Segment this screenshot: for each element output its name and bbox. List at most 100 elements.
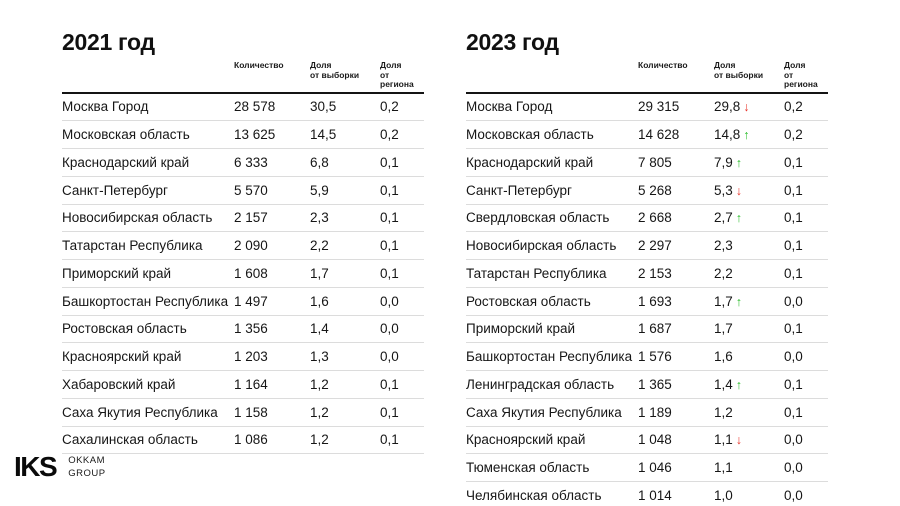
table-row: Московская область 14 628 14,8 ↑ 0,2 [466,121,828,149]
company-line1: OKKAM [68,455,105,466]
table-row: Татарстан Республика 2 153 2,2 0,1 [466,260,828,288]
sample-share-value: 1,1 ↓ [714,432,743,448]
table-row: Новосибирская область 2 157 2,3 0,1 [62,205,424,233]
region-share-value: 0,0 [380,349,399,365]
count-value: 13 625 [234,127,276,143]
region-name: Красноярский край [466,432,586,448]
sample-share-value: 2,2 [714,265,733,281]
sample-share-value: 1,2 [310,376,329,392]
table-row: Красноярский край 1 048 1,1 ↓ 0,0 [466,427,828,455]
table-row: Московская область 13 625 14,5 0,2 [62,121,424,149]
table-row: Санкт-Петербург 5 268 5,3 ↓ 0,1 [466,177,828,205]
count-value: 1 164 [234,376,268,392]
sample-share-value: 1,4 ↑ [714,376,743,392]
region-name: Ленинградская область [466,376,615,392]
region-name: Краснодарский край [466,154,594,170]
region-share-value: 0,0 [784,432,803,448]
table-row: Ростовская область 1 693 1,7 ↑ 0,0 [466,288,828,316]
count-value: 5 570 [234,182,268,198]
region-share-value: 0,1 [380,404,399,420]
table-2023: 2023 год Количество Доля от выборки Доля… [466,30,828,506]
region-share-value: 0,1 [784,404,803,420]
table-row: Саха Якутия Республика 1 158 1,2 0,1 [62,399,424,427]
sample-share-value: 2,7 ↑ [714,210,743,226]
region-name: Краснодарский край [62,154,190,170]
sample-share-value: 1,0 [714,487,733,503]
count-value: 1 497 [234,293,268,309]
count-value: 29 315 [638,99,680,115]
sample-share-value: 1,4 [310,321,329,337]
region-name: Новосибирская область [466,238,617,254]
region-name: Москва Город [466,99,553,115]
trend-up-icon: ↑ [735,294,743,309]
table-row: Тюменская область 1 046 1,1 0,0 [466,454,828,482]
count-value: 2 297 [638,238,672,254]
sample-share-value: 1,3 [310,349,329,365]
sample-share-value: 2,3 [714,238,733,254]
region-share-value: 0,2 [380,99,399,115]
table-row: Москва Город 29 315 29,8 ↓ 0,2 [466,94,828,122]
sample-share-value: 29,8 ↓ [714,99,750,115]
region-share-value: 0,1 [784,210,803,226]
table-row: Башкортостан Республика 1 576 1,6 0,0 [466,343,828,371]
trend-up-icon: ↑ [735,211,743,226]
sample-share-value: 14,5 [310,127,337,143]
sample-share-value: 1,1 [714,460,733,476]
okkam-group-label: OKKAM GROUP [68,454,105,480]
region-name: Москва Город [62,99,149,115]
col-header-region [62,61,234,90]
table-row: Новосибирская область 2 297 2,3 0,1 [466,232,828,260]
count-value: 1 365 [638,376,672,392]
trend-up-icon: ↑ [743,128,750,143]
count-value: 6 333 [234,154,268,170]
count-value: 1 693 [638,293,672,309]
trend-up-icon: ↑ [735,377,743,392]
col-header-count: Количество [234,60,284,70]
count-value: 2 090 [234,238,268,254]
region-share-value: 0,1 [380,265,399,281]
region-share-value: 0,1 [380,182,399,198]
sample-share-value: 6,8 [310,154,329,170]
table-row: Ростовская область 1 356 1,4 0,0 [62,316,424,344]
region-share-value: 0,1 [380,210,399,226]
table-row: Хабаровский край 1 164 1,2 0,1 [62,371,424,399]
region-name: Свердловская область [466,210,610,226]
region-share-value: 0,1 [784,376,803,392]
region-name: Санкт-Петербург [466,182,572,198]
count-value: 1 086 [234,432,268,448]
region-name: Башкортостан Республика [62,293,229,309]
count-value: 1 189 [638,404,672,420]
region-share-value: 0,1 [784,238,803,254]
region-share-value: 0,0 [380,321,399,337]
count-value: 14 628 [638,127,680,143]
region-share-value: 0,1 [784,265,803,281]
table-row: Санкт-Петербург 5 570 5,9 0,1 [62,177,424,205]
count-value: 1 687 [638,321,672,337]
table-title-2021: 2021 год [62,29,155,55]
count-value: 2 668 [638,210,672,226]
count-value: 1 356 [234,321,268,337]
region-name: Приморский край [466,321,576,337]
sample-share-value: 2,3 [310,210,329,226]
region-name: Приморский край [62,265,172,281]
region-share-value: 0,1 [380,154,399,170]
table-row: Челябинская область 1 014 1,0 0,0 [466,482,828,506]
region-name: Красноярский край [62,349,182,365]
region-name: Саха Якутия Республика [62,404,218,420]
trend-up-icon: ↑ [735,155,743,170]
region-share-value: 0,0 [784,487,803,503]
count-value: 1 608 [234,265,268,281]
table-row: Приморский край 1 608 1,7 0,1 [62,260,424,288]
region-share-value: 0,0 [784,349,803,365]
region-name: Ростовская область [466,293,591,309]
sample-share-value: 1,6 [310,293,329,309]
count-value: 2 157 [234,210,268,226]
sample-share-value: 1,6 [714,349,733,365]
sample-share-value: 1,7 [310,265,329,281]
region-name: Башкортостан Республика [466,349,633,365]
region-name: Ростовская область [62,321,187,337]
region-share-value: 0,1 [380,432,399,448]
trend-down-icon: ↓ [743,100,750,115]
company-line2: GROUP [68,468,106,479]
region-name: Московская область [466,127,594,143]
